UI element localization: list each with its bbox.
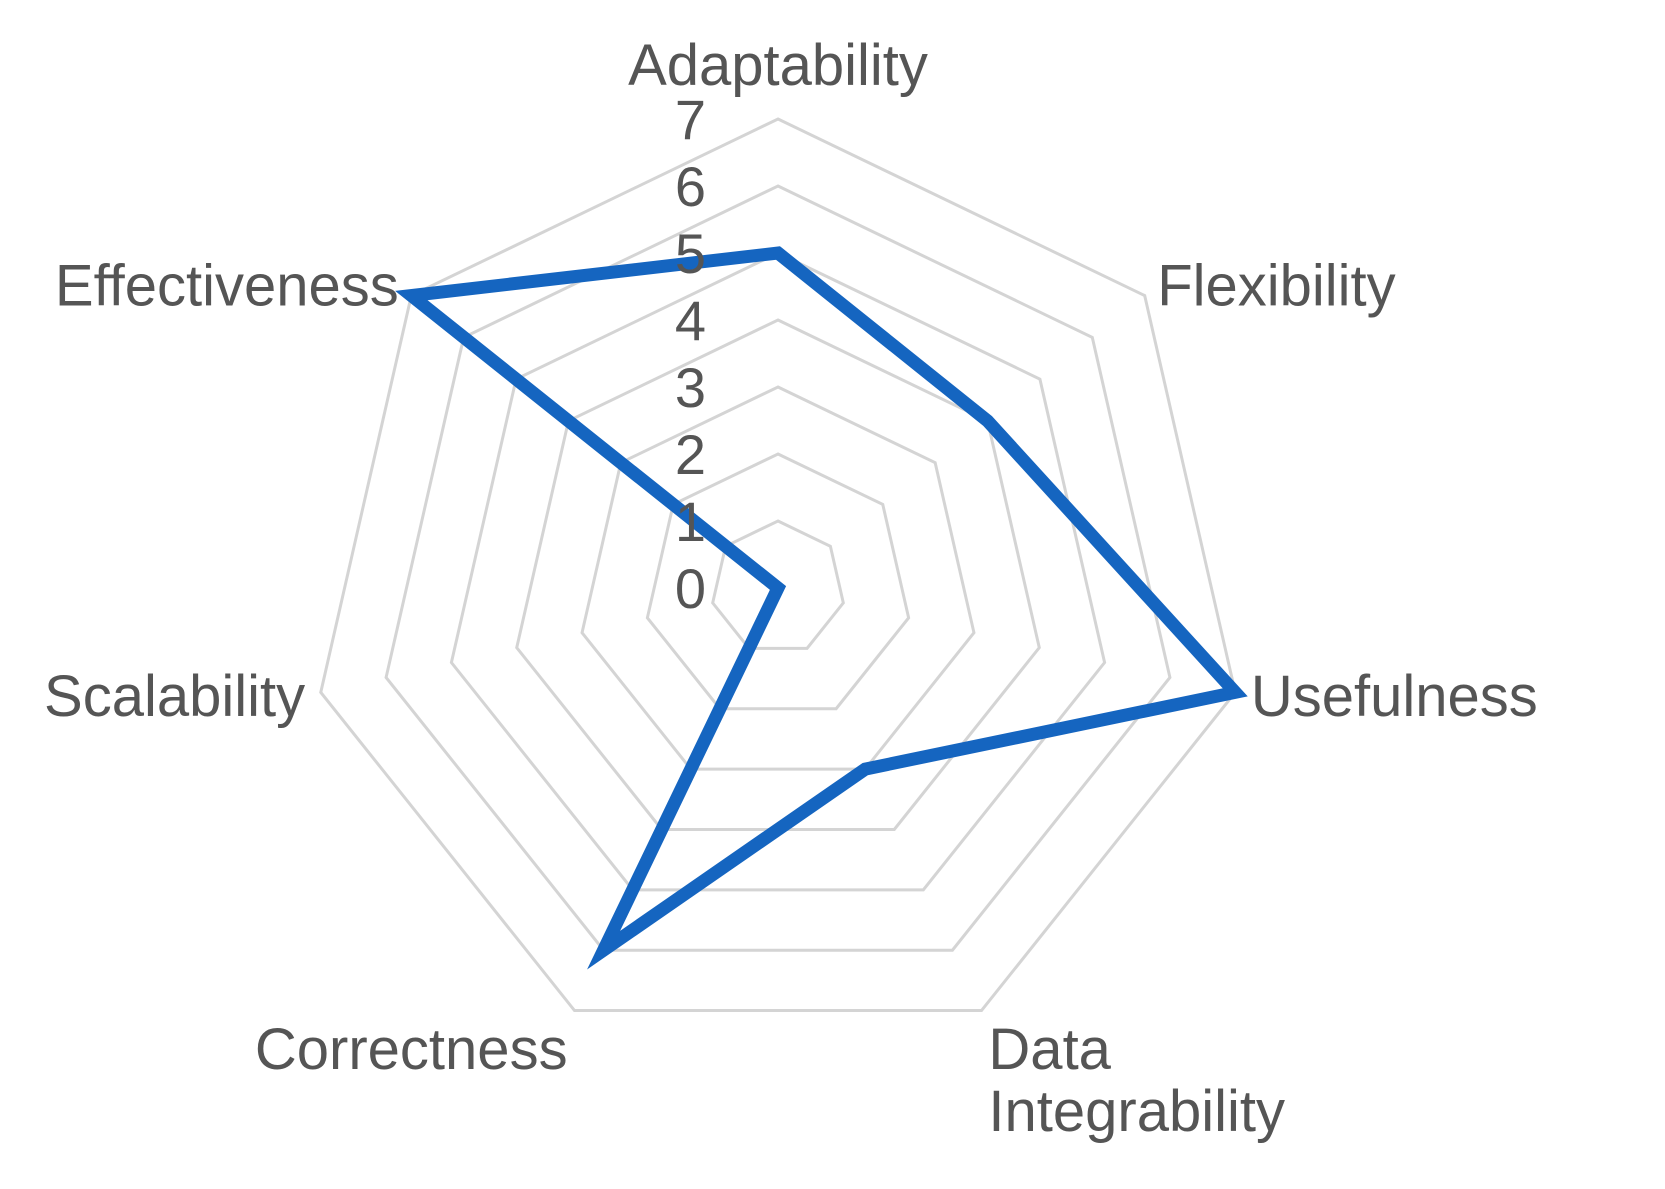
tick-label-0: 0 [675,557,706,620]
axis-label-line: Adaptability [628,33,928,98]
tick-label-1: 1 [675,490,706,553]
axis-label-line: Flexibility [1157,254,1396,319]
tick-label-7: 7 [675,88,706,151]
grid-ring-5 [449,251,1107,892]
grid-ring-3 [580,385,976,771]
grid-ring-7 [319,117,1237,1013]
axis-label-line: Effectiveness [55,254,399,319]
tick-label-2: 2 [675,423,706,486]
tick-label-4: 4 [675,289,706,352]
axis-label-correctness: Correctness [255,1017,568,1082]
grid-ring-1 [711,519,845,650]
axis-label-line: Scalability [44,664,305,729]
series-layer [395,246,1248,970]
tick-label-5: 5 [675,222,706,285]
grid-layer [319,117,1237,1013]
axis-label-effectiveness: Effectiveness [55,254,399,319]
grid-ring-6 [384,184,1172,952]
series-line-0 [395,246,1248,970]
axis-label-line: Data [988,1017,1111,1082]
axis-label-usefulness: Usefulness [1251,664,1538,729]
axis-label-line: Integrability [988,1079,1285,1144]
axis-label-flexibility: Flexibility [1157,254,1396,319]
axis-label-scalability: Scalability [44,664,305,729]
tick-label-3: 3 [675,356,706,419]
axis-label-line: Correctness [255,1017,568,1082]
axis-label-layer: Adaptability Flexibility Usefulness DataInt… [44,33,1538,1144]
tick-label-6: 6 [675,155,706,218]
grid-ring-2 [645,452,911,711]
axis-label-adaptability: Adaptability [628,33,928,98]
axis-label-line: Usefulness [1251,664,1538,729]
